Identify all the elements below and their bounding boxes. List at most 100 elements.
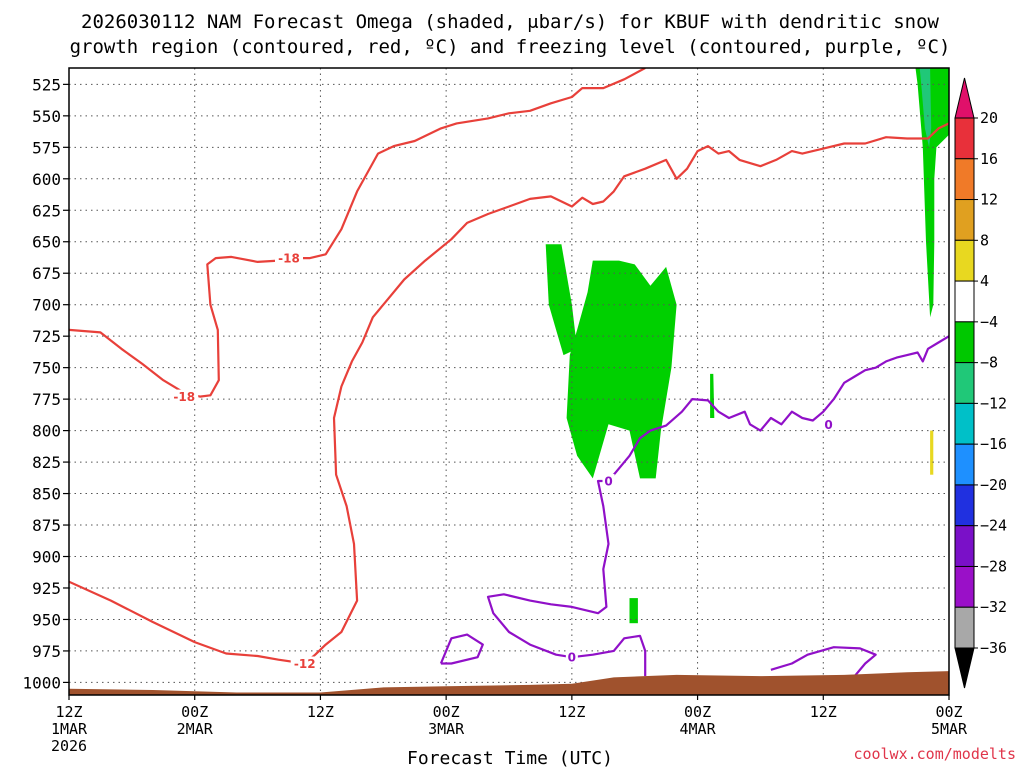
y-tick-label-675: 675 xyxy=(32,264,61,283)
colorbar-swatch-3 xyxy=(954,239,975,282)
colorbar-label-5: −4 xyxy=(980,313,998,331)
omega-region-1 xyxy=(566,260,677,479)
y-tick-label-725: 725 xyxy=(32,327,61,346)
colorbar-swatch-9 xyxy=(954,484,975,527)
y-tick-label-775: 775 xyxy=(32,390,61,409)
omega-shading-layer xyxy=(545,68,949,624)
colorbar-label-10: −24 xyxy=(980,517,1007,535)
y-tick-label-600: 600 xyxy=(32,170,61,189)
freezing-level-contour-layer xyxy=(439,335,949,677)
y-tick-label-575: 575 xyxy=(32,138,61,157)
colorbar-label-3: 8 xyxy=(980,231,989,249)
colorbar-swatch-1 xyxy=(954,158,975,201)
colorbar-bottom-arrow xyxy=(954,647,975,689)
y-tick-label-875: 875 xyxy=(32,516,61,535)
temperature-contour-label-0: -18 xyxy=(278,252,300,266)
plot-frame xyxy=(68,67,950,696)
x-tick-label-0-1: 1MAR xyxy=(51,720,88,738)
credit-text: coolwx.com/modelts xyxy=(853,745,1016,763)
y-tick-label-625: 625 xyxy=(32,201,61,220)
colorbar-swatch-5 xyxy=(954,321,975,364)
colorbar-label-6: −8 xyxy=(980,354,998,372)
omega-region-3 xyxy=(629,598,638,624)
colorbar-swatch-6 xyxy=(954,362,975,404)
colorbar-label-2: 12 xyxy=(980,191,998,209)
colorbar-swatch-11 xyxy=(954,565,975,608)
temperature-contour-label-2: -12 xyxy=(294,657,316,671)
freezing-level-contour-label-bg-1 xyxy=(822,417,835,431)
colorbar-swatch-10 xyxy=(954,525,975,567)
x-tick-label-4-0: 12Z xyxy=(558,703,585,721)
grid-layer xyxy=(69,68,949,695)
plot-background xyxy=(69,68,949,695)
colorbar-swatch-4 xyxy=(954,280,975,323)
omega-region-5 xyxy=(919,68,932,148)
y-tick-label-700: 700 xyxy=(32,296,61,315)
y-tick-label-550: 550 xyxy=(32,107,61,126)
colorbar-label-9: −20 xyxy=(980,476,1007,494)
x-tick-label-2-0: 12Z xyxy=(307,703,334,721)
x-tick-label-0-2: 2026 xyxy=(51,737,87,755)
x-axis-label: Forecast Time (UTC) xyxy=(407,748,613,768)
temperature-contour-label-bg-1 xyxy=(170,389,199,403)
x-tick-label-5-0: 00Z xyxy=(684,703,711,721)
colorbar-label-13: −36 xyxy=(980,639,1007,657)
x-tick-label-1-0: 00Z xyxy=(181,703,208,721)
colorbar-swatch-0 xyxy=(954,117,975,160)
x-tick-label-7-0: 00Z xyxy=(935,703,962,721)
y-tick-label-950: 950 xyxy=(32,610,61,629)
y-tick-label-825: 825 xyxy=(32,453,61,472)
x-tick-label-6-0: 12Z xyxy=(810,703,837,721)
colorbar-label-8: −16 xyxy=(980,435,1007,453)
freezing-level-contour-label-2: 0 xyxy=(568,651,576,665)
y-tick-label-850: 850 xyxy=(32,485,61,504)
plot-area xyxy=(69,68,949,695)
omega-region-4 xyxy=(915,68,949,318)
temperature-contour-2 xyxy=(69,122,949,665)
freezing-level-contour-3 xyxy=(439,633,484,665)
terrain-layer xyxy=(69,671,949,695)
freezing-level-contour-4 xyxy=(770,646,877,677)
x-tick-label-3-1: 3MAR xyxy=(428,720,465,738)
freezing-level-contour-label-bg-2 xyxy=(565,650,578,664)
temperature-contour-label-bg-2 xyxy=(290,656,319,670)
x-tick-label-0-0: 12Z xyxy=(55,703,82,721)
y-axis: 525 550 575 600 625 650 675 700 725 750 775 800 825 8… xyxy=(22,75,69,692)
freezing-level-contour-label-0: 0 xyxy=(604,474,612,488)
colorbar-label-7: −12 xyxy=(980,394,1007,412)
y-tick-label-525: 525 xyxy=(32,75,61,94)
x-tick-label-3-0: 00Z xyxy=(433,703,460,721)
freezing-level-contour-label-1: 0 xyxy=(824,418,832,432)
chart-title-line-2: growth region (contoured, red, ºC) and f… xyxy=(70,36,951,58)
temperature-contour-label-bg-0 xyxy=(275,251,303,265)
colorbar-swatch-7 xyxy=(954,402,975,445)
chart-title-line-1: 2026030112 NAM Forecast Omega (shaded, μ… xyxy=(81,11,939,33)
y-tick-label-650: 650 xyxy=(32,233,61,252)
y-tick-label-800: 800 xyxy=(32,422,61,441)
colorbar-label-11: −28 xyxy=(980,557,1007,575)
colorbar-label-1: 16 xyxy=(980,150,998,168)
y-tick-label-900: 900 xyxy=(32,548,61,567)
omega-region-0 xyxy=(545,244,578,356)
colorbar: 20 16 12 8 4 −4 −8 −12 −16 −20 −24 −28 −32 −36 xyxy=(954,77,1007,689)
x-tick-label-7-1: 5MAR xyxy=(931,720,968,738)
y-tick-label-925: 925 xyxy=(32,579,61,598)
colorbar-swatch-2 xyxy=(954,199,975,241)
contour-label-layer: -18 -18 -12 0 0 0 xyxy=(170,251,835,671)
colorbar-swatch-12 xyxy=(954,606,975,649)
temperature-contour-label-1: -18 xyxy=(173,390,195,404)
x-tick-label-5-1: 4MAR xyxy=(680,720,717,738)
colorbar-swatch-8 xyxy=(954,443,975,486)
y-tick-label-750: 750 xyxy=(32,359,61,378)
colorbar-label-12: −32 xyxy=(980,598,1007,616)
freezing-level-contour-label-bg-0 xyxy=(602,473,615,487)
freezing-level-contour-2 xyxy=(486,479,647,677)
freezing-level-contour-0 xyxy=(607,335,949,482)
omega-region-6 xyxy=(930,430,934,475)
colorbar-top-arrow xyxy=(954,77,975,119)
terrain-fill xyxy=(69,671,949,695)
y-tick-label-975: 975 xyxy=(32,642,61,661)
x-tick-label-1-1: 2MAR xyxy=(177,720,214,738)
